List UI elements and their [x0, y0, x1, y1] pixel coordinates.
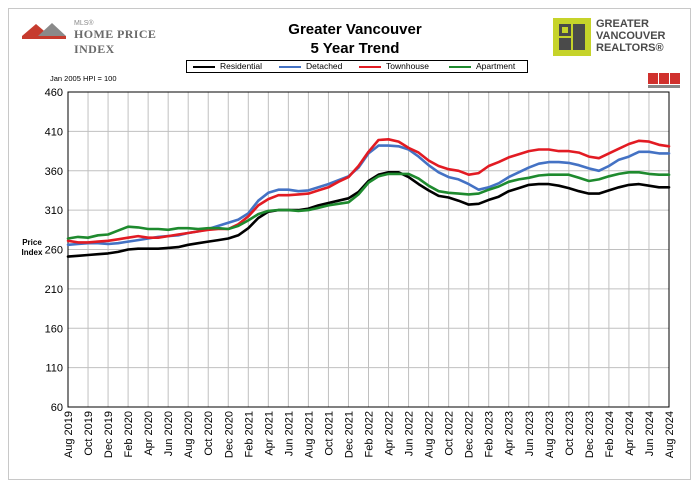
- series-line-residential: [66, 171, 671, 258]
- x-tick-label: Dec 2023: [584, 411, 596, 458]
- x-tick-label: Apr 2023: [504, 411, 516, 456]
- legend-line-residential: [193, 66, 215, 68]
- legend-line-townhouse: [359, 66, 381, 68]
- gvr-line-3: REALTORS®: [596, 42, 664, 54]
- x-tick-label: Jun 2023: [524, 411, 536, 456]
- house-icon: [22, 23, 66, 39]
- y-axis-label: Price Index: [21, 238, 43, 257]
- x-tick-label: Apr 2022: [384, 411, 396, 456]
- x-tick-label: Apr 2021: [263, 411, 275, 456]
- x-tick-label: Jun 2020: [163, 411, 175, 456]
- legend-label-townhouse: Townhouse: [386, 61, 430, 71]
- hpi-logo: MLS® HOME PRICE INDEX: [20, 18, 195, 56]
- x-tick-label: Dec 2019: [103, 411, 115, 458]
- gvr-mark-icon: [559, 24, 585, 50]
- title-line-1: Greater Vancouver: [288, 21, 422, 38]
- x-tick-label: Aug 2023: [544, 411, 556, 458]
- series-line-townhouse: [66, 138, 671, 244]
- chart-legend: Residential Detached Townhouse Apartment: [186, 60, 528, 73]
- x-tick-label: Dec 2020: [223, 411, 235, 458]
- legend-label-detached: Detached: [306, 61, 343, 71]
- title-line-2: 5 Year Trend: [310, 40, 400, 57]
- y-tick-label: 110: [45, 363, 63, 375]
- gvr-line-2: VANCOUVER: [596, 30, 666, 42]
- x-tick-label: Feb 2020: [123, 411, 135, 457]
- y-tick-label: 410: [45, 126, 63, 138]
- legend-label-apartment: Apartment: [476, 61, 516, 71]
- mls-badge-icon: [648, 73, 680, 89]
- legend-line-apartment: [449, 66, 471, 68]
- y-tick-label: 210: [45, 284, 63, 296]
- y-tick-label: 60: [51, 402, 63, 414]
- x-tick-label: Apr 2024: [624, 411, 636, 456]
- gvr-line-1: GREATER: [596, 18, 649, 30]
- y-tick-label: 260: [45, 245, 63, 257]
- x-tick-label: Feb 2021: [243, 411, 255, 457]
- x-tick-label: Dec 2022: [464, 411, 476, 458]
- mls-label: MLS®: [74, 20, 94, 27]
- hpi-base-note: Jan 2005 HPI = 100: [50, 74, 117, 83]
- x-tick-label: Apr 2020: [143, 411, 155, 456]
- plot-border: [67, 91, 670, 408]
- x-tick-label: Feb 2024: [604, 411, 616, 457]
- x-tick-label: Oct 2023: [564, 411, 576, 456]
- series-line-apartment: [66, 171, 671, 240]
- y-tick-label: 160: [45, 323, 63, 335]
- legend-line-detached: [279, 66, 301, 68]
- x-tick-label: Jun 2022: [404, 411, 416, 456]
- x-tick-label: Oct 2020: [203, 411, 215, 456]
- x-tick-label: Aug 2022: [424, 411, 436, 458]
- x-tick-label: Dec 2021: [343, 411, 355, 458]
- gvr-logo: GREATER VANCOUVER REALTORS®: [553, 18, 683, 56]
- x-tick-label: Oct 2019: [83, 411, 95, 456]
- x-tick-label: Aug 2019: [63, 411, 75, 458]
- x-tick-label: Aug 2020: [183, 411, 195, 458]
- x-tick-label: Jun 2021: [283, 411, 295, 456]
- chart-frame: [8, 8, 691, 480]
- x-tick-label: Aug 2021: [303, 411, 315, 458]
- y-tick-label: 460: [45, 87, 63, 99]
- x-tick-label: Aug 2024: [664, 411, 676, 458]
- x-tick-label: Feb 2022: [364, 411, 376, 457]
- legend-label-residential: Residential: [220, 61, 263, 71]
- y-tick-label: 360: [45, 166, 63, 178]
- x-tick-label: Jun 2024: [644, 411, 656, 456]
- x-tick-label: Oct 2022: [444, 411, 456, 456]
- x-tick-label: Oct 2021: [323, 411, 335, 456]
- gvr-logo-text: GREATER VANCOUVER REALTORS®: [596, 18, 665, 54]
- x-tick-label: Feb 2023: [484, 411, 496, 457]
- y-tick-label: 310: [45, 205, 63, 217]
- gvr-logo-mark: [553, 18, 591, 56]
- chart-title: Greater Vancouver 5 Year Trend: [210, 20, 500, 58]
- hpi-logo-text: HOME PRICE INDEX: [74, 27, 157, 56]
